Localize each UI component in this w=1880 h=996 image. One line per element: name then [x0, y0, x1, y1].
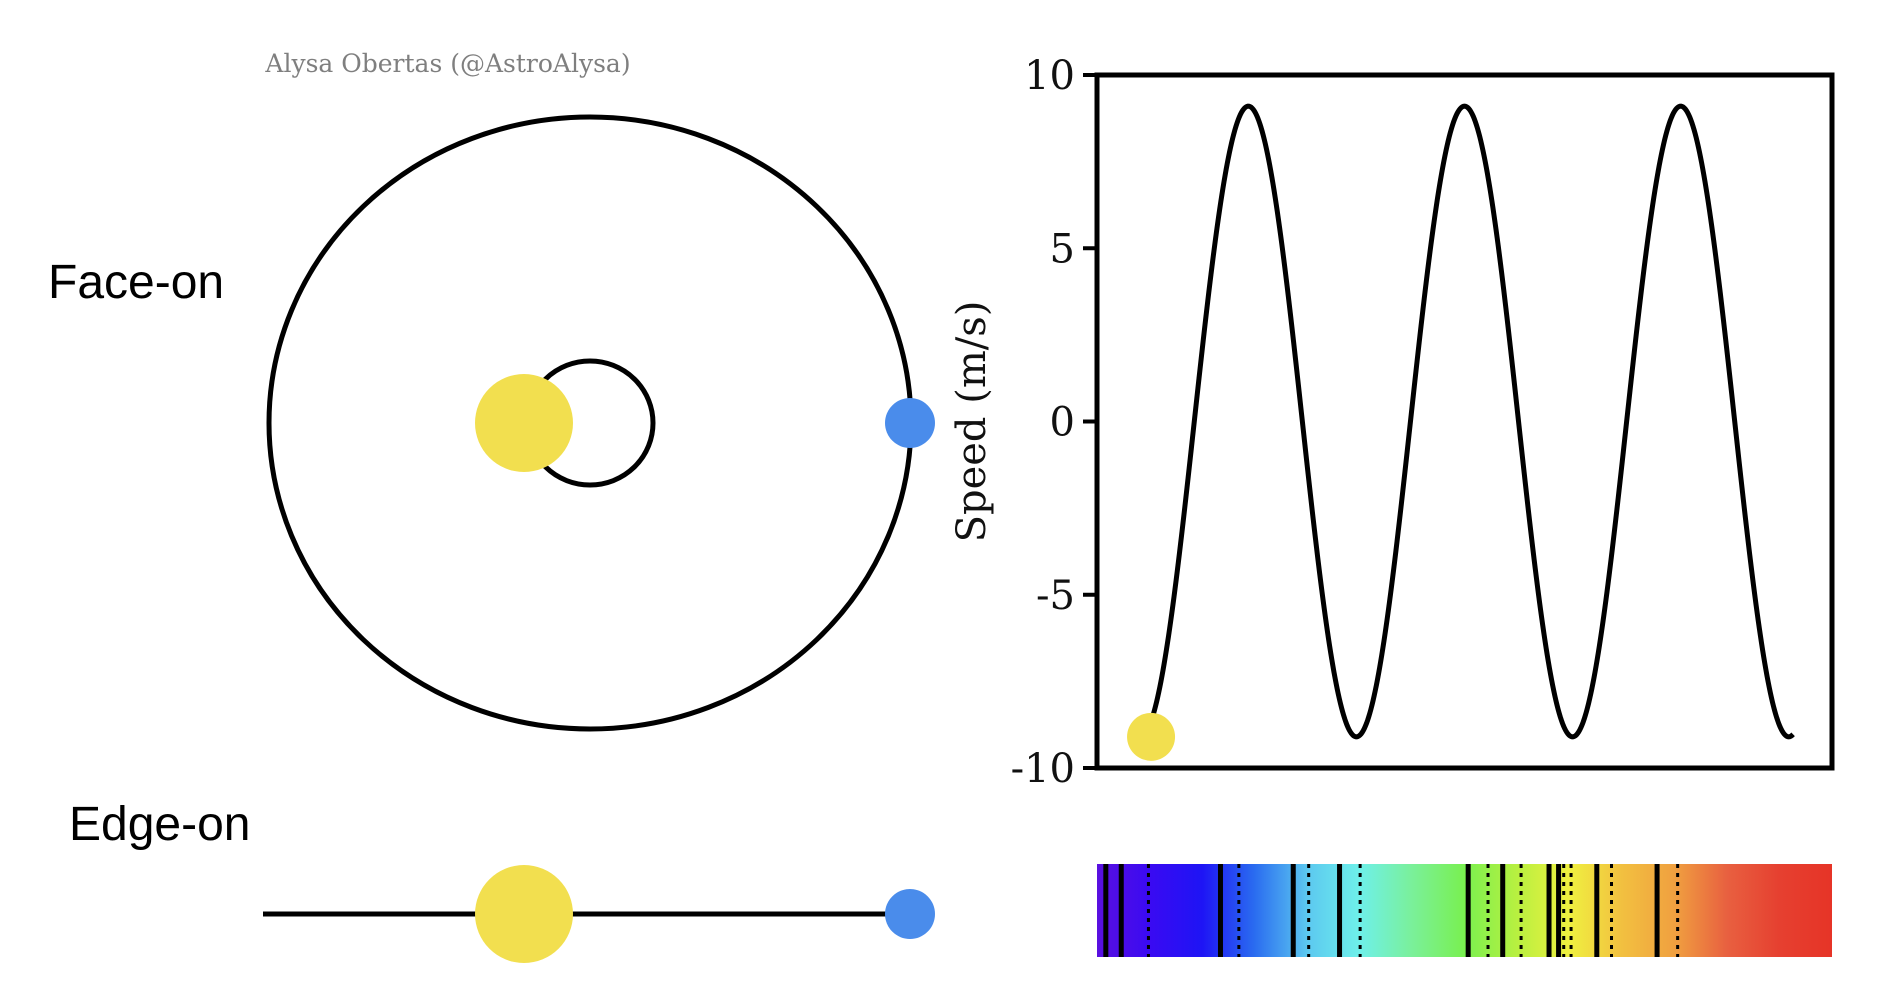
y-tick-label: -5 — [1036, 573, 1075, 619]
y-tick-label: 5 — [1050, 226, 1075, 272]
speed-chart: 10 5 0 -5 -10 Speed (m/s) — [949, 53, 1835, 792]
face-on-label: Face-on — [48, 256, 224, 309]
y-tick-label: 10 — [1024, 53, 1075, 99]
plot-frame — [1094, 72, 1835, 771]
y-tick-labels: 10 5 0 -5 -10 — [1011, 53, 1075, 792]
planet — [885, 398, 935, 448]
speed-curve — [1139, 103, 1795, 740]
edge-on-label: Edge-on — [69, 798, 250, 851]
y-tick-label: -10 — [1011, 746, 1075, 792]
y-axis-label: Speed (m/s) — [949, 301, 995, 543]
y-tick-label: 0 — [1050, 400, 1075, 446]
star-speed-marker — [1127, 712, 1176, 761]
spectrum-band — [1097, 864, 1832, 957]
planet-edge-on — [885, 889, 935, 939]
face-on-diagram: Face-on — [48, 114, 935, 732]
credit-text: Alysa Obertas (@AstroAlysa) — [264, 49, 630, 78]
star-edge-on — [475, 865, 573, 963]
star — [475, 374, 573, 472]
edge-on-diagram: Edge-on — [69, 798, 935, 963]
planet-orbit — [266, 114, 914, 732]
spectrum-gradient — [1097, 864, 1832, 957]
